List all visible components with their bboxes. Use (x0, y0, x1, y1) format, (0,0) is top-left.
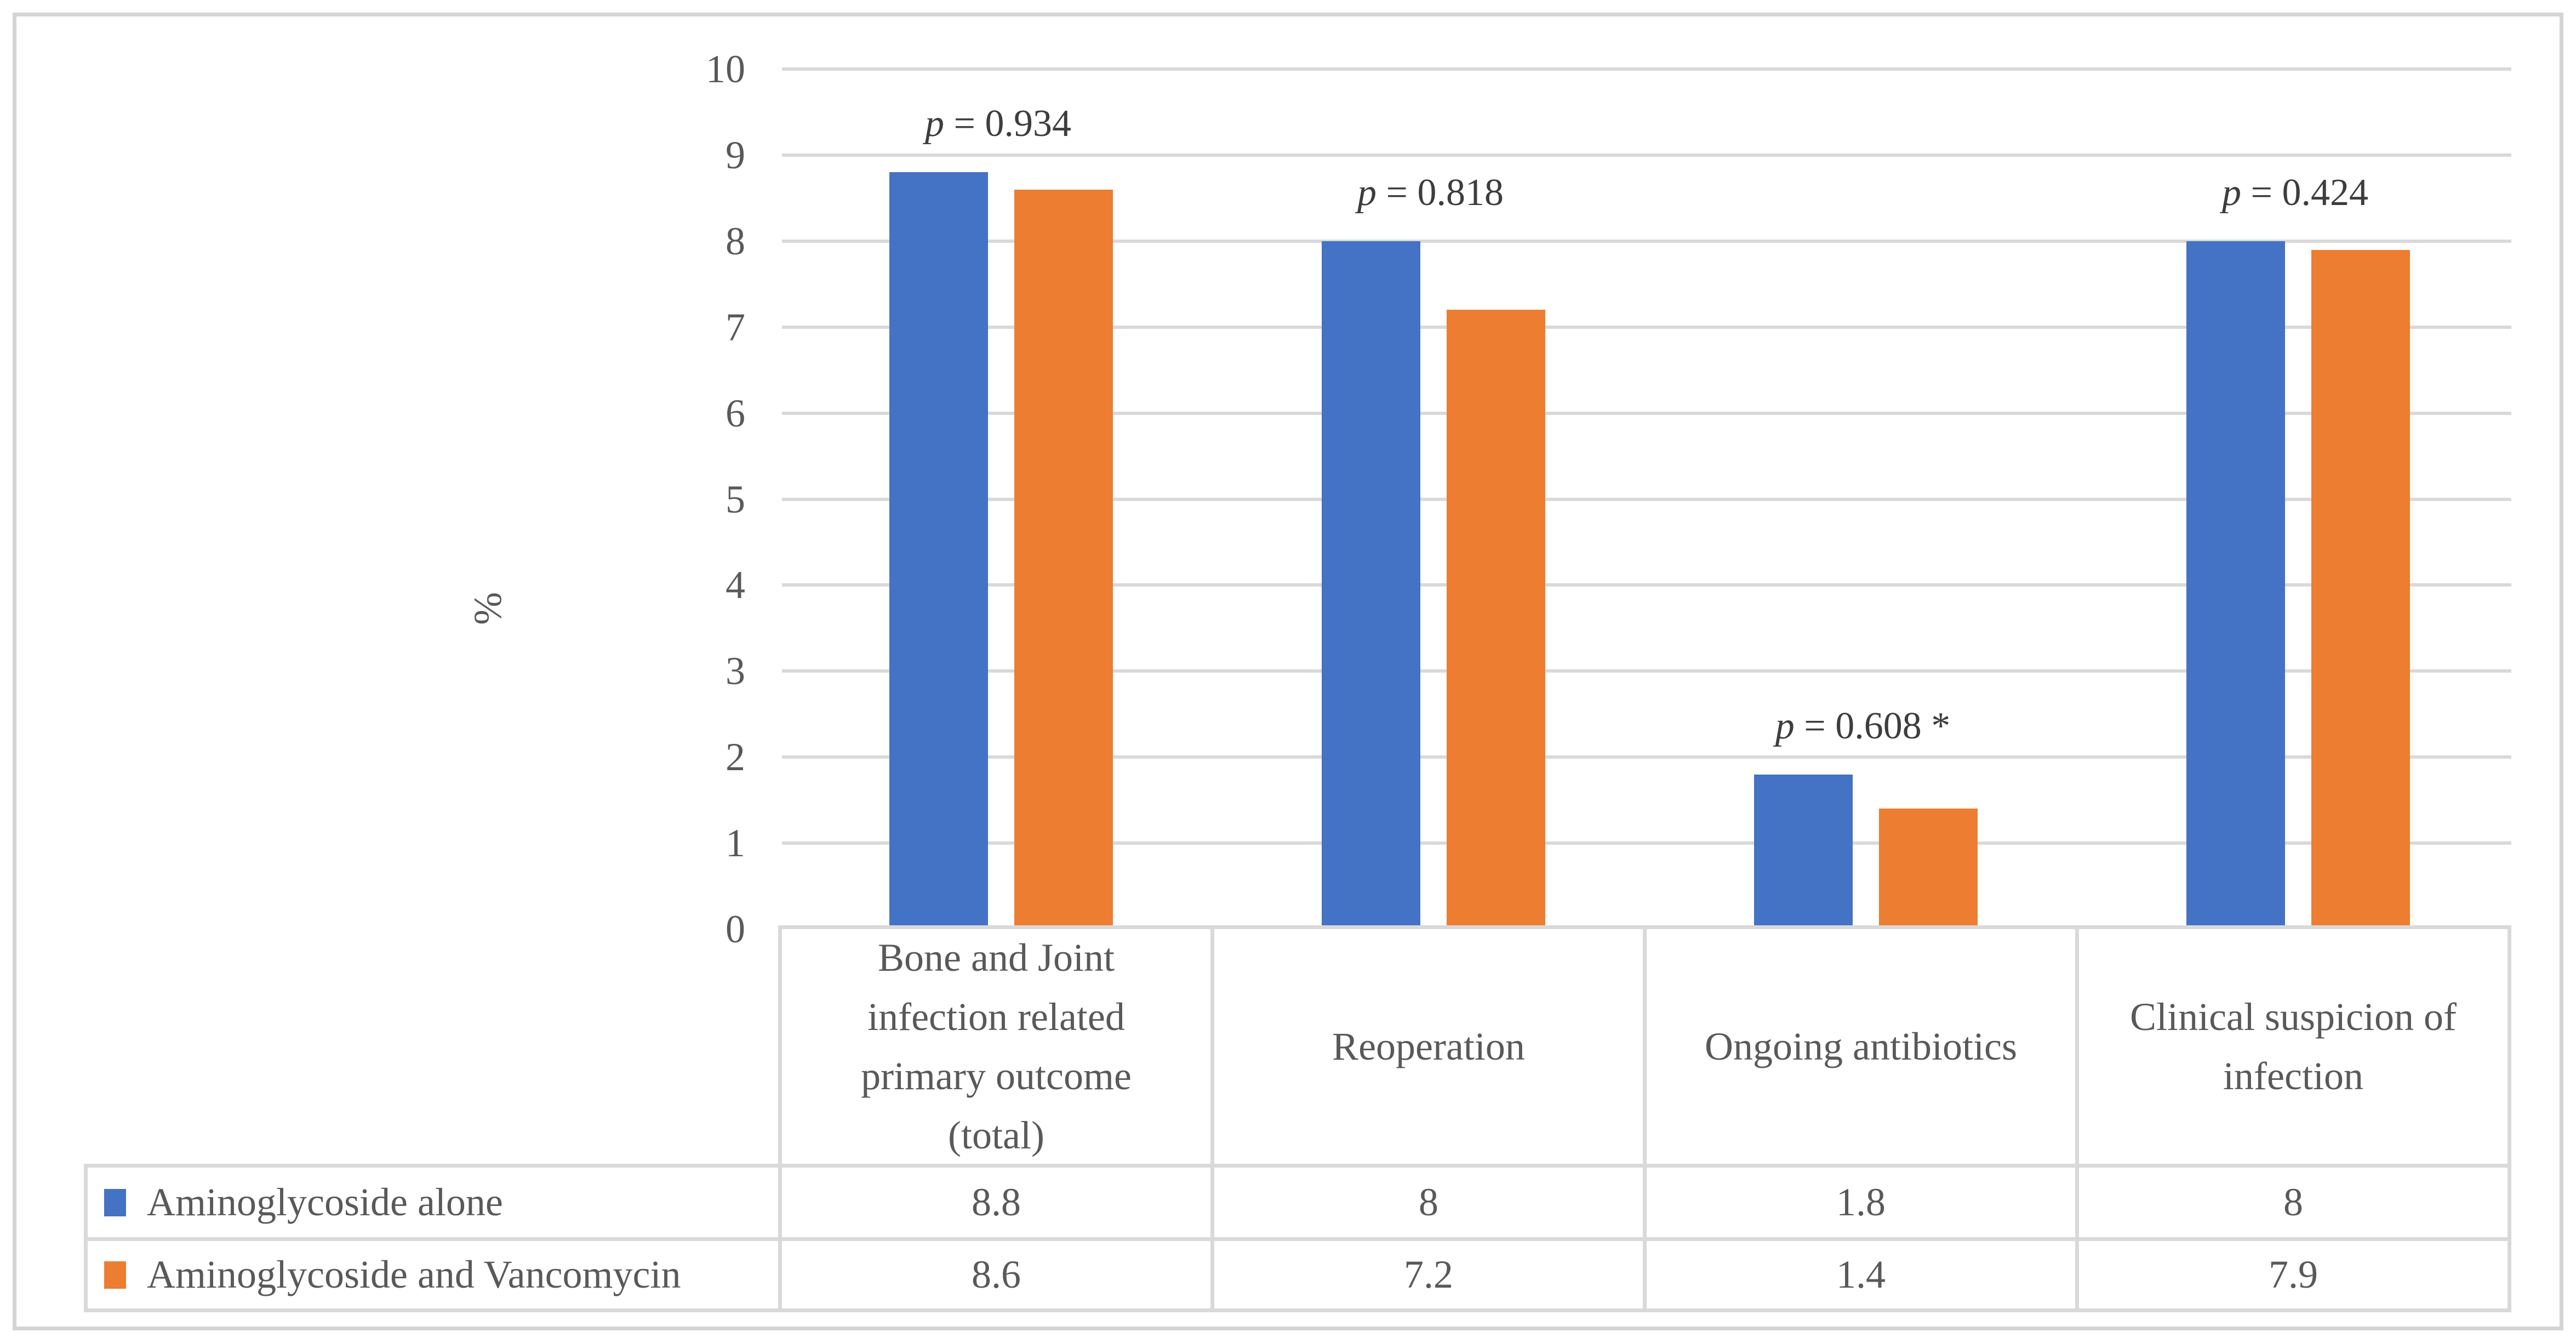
value-cell: 7.2 (1214, 1241, 1643, 1308)
bar-aminoglycoside-alone (1322, 241, 1420, 929)
bar-aminoglycoside-alone (1754, 774, 1853, 929)
category-header-cell: Bone and Joint infection related primary… (782, 929, 1210, 1164)
p-symbol: p (925, 103, 944, 145)
p-symbol: p (1775, 704, 1795, 747)
p-value-label: p = 0.608 * (1775, 704, 1951, 747)
gridline (782, 153, 2511, 157)
legend-swatch (104, 1188, 126, 1216)
y-tick-label: 9 (726, 133, 745, 177)
gridline (782, 669, 2511, 673)
legend-swatch (104, 1261, 126, 1289)
p-symbol: p (1357, 171, 1376, 214)
value-cell: 8.8 (782, 1168, 1210, 1237)
gridline (782, 67, 2511, 71)
legend-label: Aminoglycoside and Vancomycin (147, 1253, 681, 1296)
value-cell: 8 (1214, 1168, 1643, 1237)
category-header-row: Bone and Joint infection related primary… (778, 925, 2511, 1168)
y-axis-title: % (465, 592, 510, 625)
gridline (782, 411, 2511, 415)
p-value-label: p = 0.934 (925, 103, 1071, 145)
y-tick-label: 7 (726, 305, 745, 349)
value-cell: 7.9 (2079, 1241, 2508, 1308)
legend-cell: Aminoglycoside alone (88, 1168, 778, 1237)
y-axis-ticks: 0 1 2 3 4 5 6 7 8 9 10 (548, 47, 745, 951)
y-tick-label: 4 (726, 563, 745, 607)
y-tick-label: 8 (726, 219, 745, 263)
bar-aminoglycoside-and-vancomycin (1014, 189, 1113, 929)
bar-aminoglycoside-alone (2186, 241, 2285, 929)
y-tick-label: 2 (726, 735, 745, 779)
p-value-label: p = 0.424 (2222, 171, 2368, 214)
gridline (782, 841, 2511, 845)
gridline (782, 239, 2511, 243)
legend-label: Aminoglycoside alone (147, 1180, 503, 1224)
legend-data-table: Aminoglycoside alone 8.8 8 1.8 8 Aminoglycosi… (84, 1164, 2511, 1312)
category-header-cell: Reoperation (1214, 929, 1643, 1164)
y-tick-label: 6 (726, 391, 745, 435)
value-cell: 8.6 (782, 1241, 1210, 1308)
category-header-cell: Clinical suspicion of infection (2079, 929, 2508, 1164)
gridline (782, 755, 2511, 759)
gridline (782, 497, 2511, 501)
bar-aminoglycoside-and-vancomycin (2311, 249, 2410, 929)
value-cell: 1.4 (1647, 1241, 2075, 1308)
legend-cell: Aminoglycoside and Vancomycin (88, 1241, 778, 1308)
y-tick-label: 10 (706, 47, 745, 91)
value-cell: 1.8 (1647, 1168, 2075, 1237)
bar-aminoglycoside-and-vancomycin (1879, 809, 1978, 929)
y-tick-label: 3 (726, 649, 745, 693)
category-header-cell: Ongoing antibiotics (1647, 929, 2075, 1164)
value-cell: 8 (2079, 1168, 2508, 1237)
plot-area: p = 0.934 p = 0.818 p = 0.608 * p = 0.424 (782, 67, 2511, 929)
y-tick-label: 1 (726, 821, 745, 866)
y-tick-label: 5 (726, 477, 745, 521)
p-value-label: p = 0.818 (1357, 171, 1504, 214)
bar-aminoglycoside-and-vancomycin (1447, 310, 1545, 929)
gridline (782, 325, 2511, 329)
p-symbol: p (2222, 171, 2241, 214)
bar-aminoglycoside-alone (889, 172, 988, 929)
gridline (782, 583, 2511, 587)
y-tick-label: 0 (726, 907, 745, 951)
figure-border (13, 13, 2563, 1330)
